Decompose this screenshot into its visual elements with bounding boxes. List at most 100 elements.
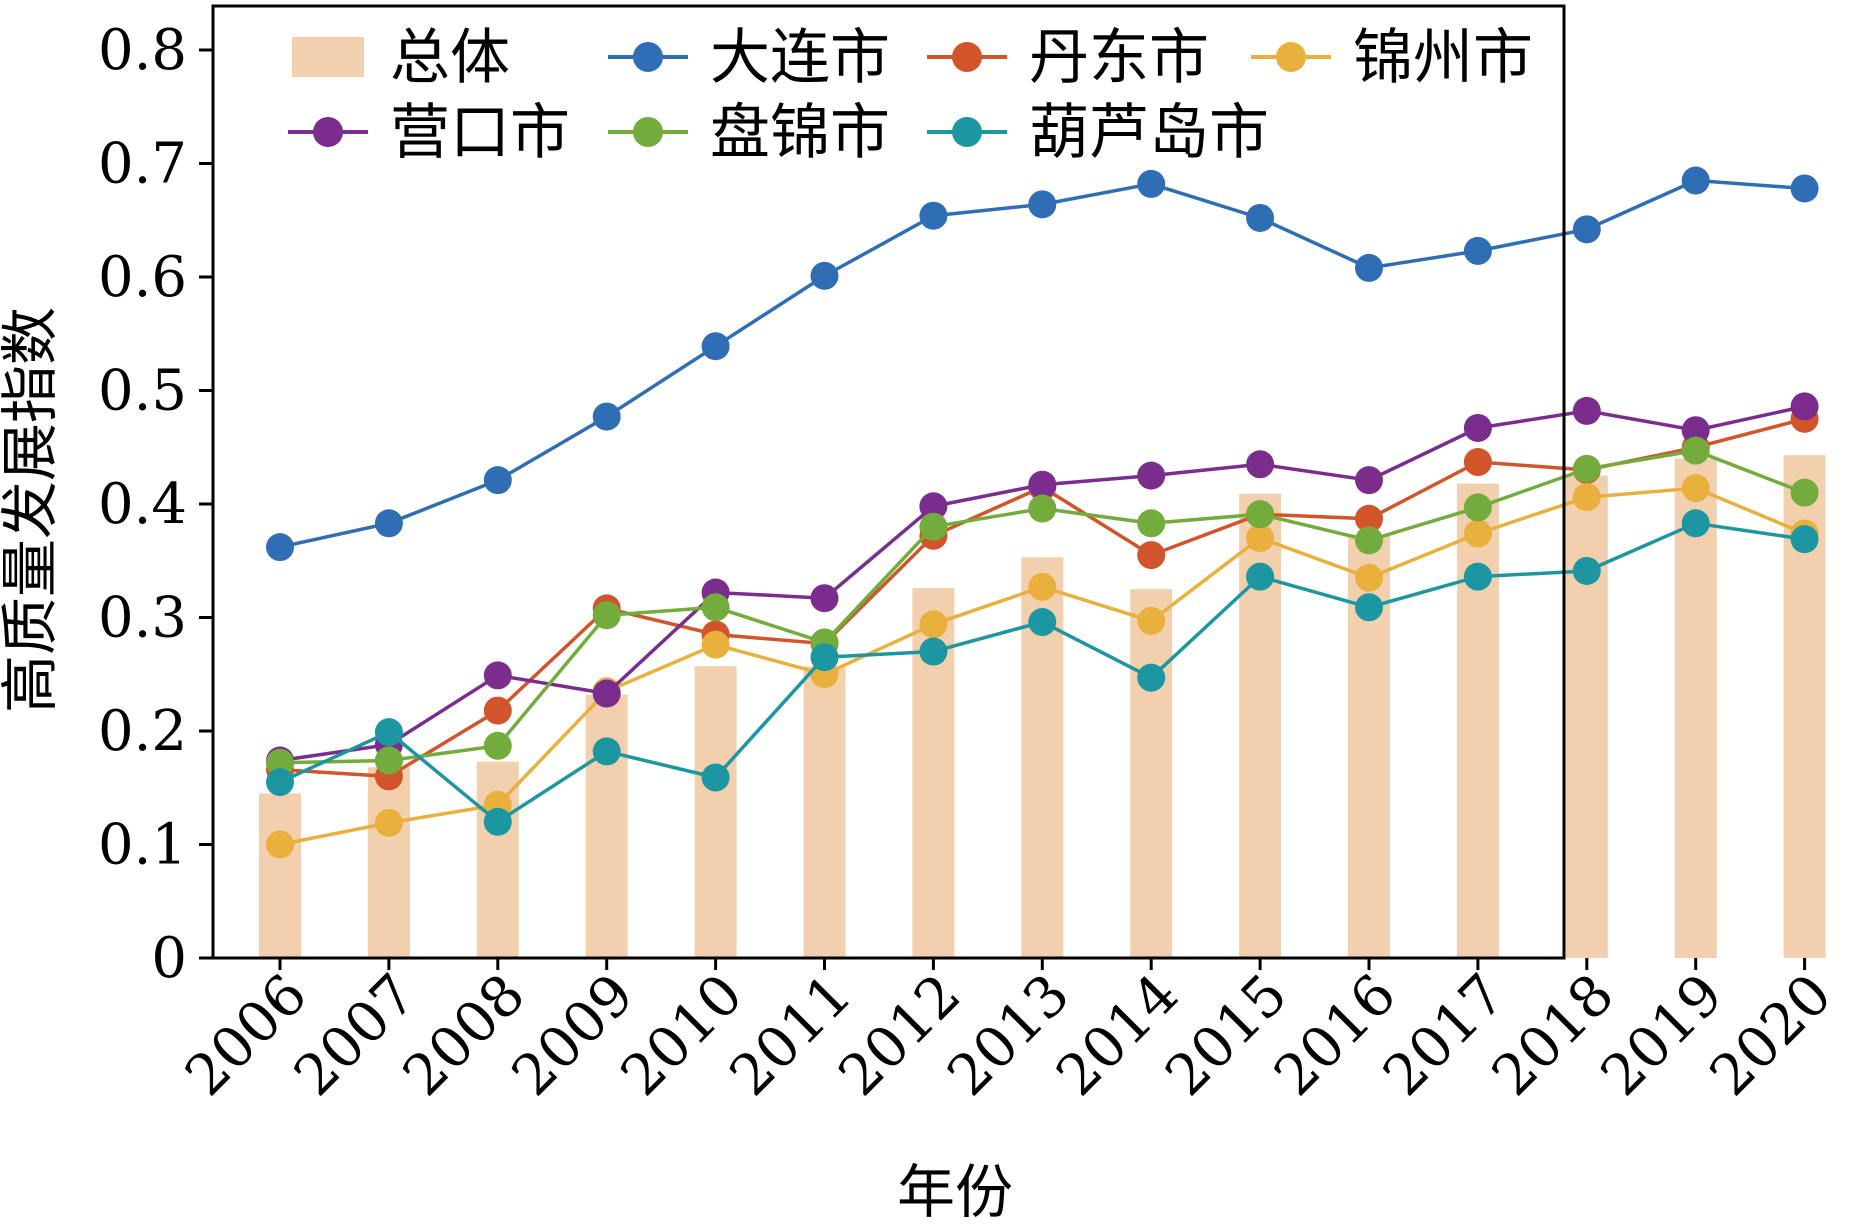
data-point-2018 (1572, 556, 1601, 585)
bar-2011 (803, 666, 846, 958)
data-point-2007 (374, 718, 403, 747)
data-point-2008 (483, 807, 512, 836)
data-point-2006 (266, 748, 294, 777)
data-point-2019 (1681, 474, 1710, 503)
x-tick-label: 2016 (1262, 962, 1409, 1109)
legend-item: 营口市 (288, 98, 570, 168)
bar-2006 (259, 793, 301, 958)
data-point-2016 (1355, 253, 1383, 282)
legend-label: 营口市 (390, 98, 570, 168)
data-point-2016 (1355, 526, 1383, 555)
x-tick-label: 2012 (827, 962, 974, 1109)
legend-swatch (292, 37, 364, 77)
x-tick-label: 2009 (500, 962, 647, 1109)
data-point-2018 (1572, 215, 1601, 244)
legend-label: 锦州市 (1353, 23, 1533, 93)
bars-layer (259, 455, 1826, 958)
y-tick-label: 0.8 (98, 18, 187, 83)
data-point-2017 (1463, 236, 1492, 265)
data-point-2014 (1137, 169, 1166, 198)
x-tick-label: 2013 (935, 962, 1082, 1109)
data-point-2011 (810, 643, 839, 672)
data-point-2010 (701, 332, 730, 361)
data-point-2015 (1246, 524, 1275, 553)
data-point-2010 (701, 763, 730, 792)
data-point-2012 (919, 610, 948, 639)
x-tick-label: 2011 (718, 962, 865, 1109)
data-point-2015 (1246, 562, 1275, 591)
data-point-2017 (1463, 493, 1492, 522)
data-point-2016 (1355, 466, 1383, 495)
data-point-2017 (1463, 413, 1492, 442)
legend-label: 葫芦岛市 (1029, 98, 1269, 168)
x-tick-label: 2006 (173, 962, 320, 1109)
data-point-2008 (483, 696, 512, 725)
data-point-2017 (1463, 448, 1492, 477)
data-point-2019 (1681, 166, 1710, 195)
data-point-2014 (1137, 606, 1166, 635)
data-point-2015 (1246, 450, 1275, 479)
data-point-2007 (374, 808, 403, 837)
legend-label: 大连市 (710, 23, 890, 93)
data-point-2018 (1572, 454, 1601, 483)
data-point-2009 (592, 601, 621, 630)
data-point-2020 (1790, 525, 1819, 554)
legend-label: 总体 (390, 23, 510, 93)
bar-2018 (1565, 475, 1608, 958)
legend-swatch-marker (313, 117, 343, 147)
data-point-2014 (1137, 541, 1166, 570)
data-point-2006 (266, 533, 294, 562)
data-point-2008 (483, 731, 512, 760)
lines-layer (266, 166, 1819, 859)
data-point-2016 (1355, 593, 1383, 622)
y-tick-label: 0.1 (98, 813, 187, 878)
data-point-2013 (1028, 190, 1057, 219)
data-point-2013 (1028, 608, 1057, 637)
data-point-2011 (810, 584, 839, 613)
data-point-2014 (1137, 461, 1166, 490)
x-axis-label: 年份 (897, 1158, 1013, 1226)
legend-item: 大连市 (608, 23, 890, 93)
legend-swatch-marker (633, 42, 663, 72)
x-tick-label: 2019 (1589, 962, 1736, 1109)
data-point-2012 (919, 201, 948, 230)
series-4 (266, 392, 1819, 775)
bar-2019 (1674, 458, 1717, 958)
data-point-2020 (1790, 174, 1819, 203)
data-point-2016 (1355, 504, 1383, 533)
x-tick-label: 2008 (391, 962, 538, 1109)
legend-swatch-marker (633, 117, 663, 147)
data-point-2012 (919, 492, 948, 521)
data-point-2017 (1463, 519, 1492, 548)
data-point-2011 (810, 261, 839, 290)
data-point-2006 (266, 830, 294, 859)
y-tick-label: 0.3 (98, 586, 187, 651)
data-point-2013 (1028, 470, 1057, 499)
legend-swatch-marker (952, 42, 982, 72)
data-point-2013 (1028, 494, 1057, 523)
data-point-2009 (592, 402, 621, 431)
legend-label: 丹东市 (1029, 23, 1209, 93)
data-point-2018 (1572, 396, 1601, 425)
data-point-2012 (919, 512, 948, 541)
bar-2017 (1456, 483, 1499, 958)
x-tick-label: 2020 (1698, 962, 1845, 1109)
data-point-2016 (1355, 563, 1383, 592)
y-tick-label: 0.5 (98, 359, 187, 424)
legend-label: 盘锦市 (710, 98, 890, 168)
data-point-2012 (919, 637, 948, 666)
data-point-2018 (1572, 483, 1601, 512)
series-6 (266, 509, 1819, 836)
bar-2014 (1130, 589, 1173, 958)
data-point-2019 (1681, 436, 1710, 465)
x-tick-label: 2015 (1153, 962, 1300, 1109)
x-tick-label: 2017 (1371, 962, 1518, 1109)
data-point-2014 (1137, 663, 1166, 692)
y-tick-label: 0 (151, 926, 187, 991)
data-point-2014 (1137, 509, 1166, 538)
data-point-2020 (1790, 478, 1819, 507)
data-point-2006 (266, 768, 294, 797)
series-5 (266, 436, 1819, 777)
x-tick-label: 2018 (1480, 962, 1627, 1109)
